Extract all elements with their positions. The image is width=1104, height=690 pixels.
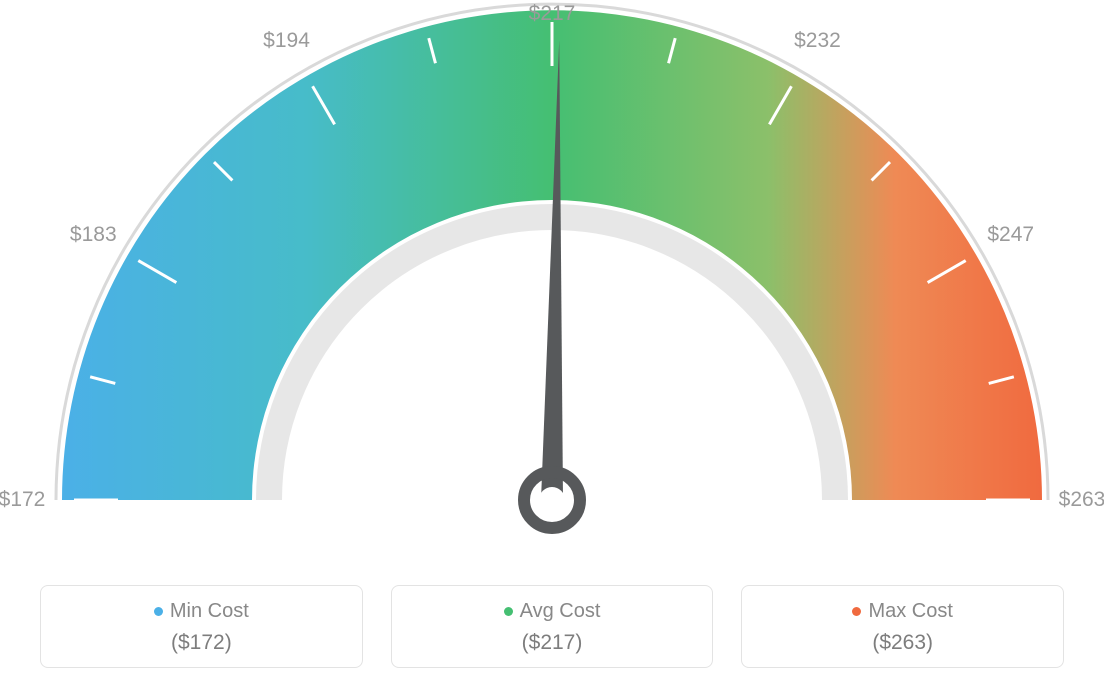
cost-gauge-container: $172 $183 $194 $217 $232 $247 $263 Min Cost ($…	[0, 0, 1104, 690]
legend-title-avg: Avg Cost	[402, 600, 703, 623]
legend-label-max: Max Cost	[868, 600, 952, 622]
legend-card-max: Max Cost ($263)	[741, 585, 1064, 668]
legend-dot-avg	[504, 607, 513, 616]
legend-dot-max	[852, 607, 861, 616]
legend-title-min: Min Cost	[51, 600, 352, 623]
legend-value-avg: ($217)	[402, 631, 703, 655]
tick-label: $172	[0, 488, 45, 512]
legend-label-min: Min Cost	[170, 600, 249, 622]
legend-card-avg: Avg Cost ($217)	[391, 585, 714, 668]
legend-title-max: Max Cost	[752, 600, 1053, 623]
gauge-chart: $172 $183 $194 $217 $232 $247 $263	[0, 0, 1104, 560]
tick-label: $232	[794, 29, 841, 53]
legend-dot-min	[154, 607, 163, 616]
legend-card-min: Min Cost ($172)	[40, 585, 363, 668]
tick-label: $247	[987, 223, 1034, 247]
legend-value-min: ($172)	[51, 631, 352, 655]
tick-label: $183	[70, 223, 117, 247]
tick-label: $194	[263, 29, 310, 53]
legend-row: Min Cost ($172) Avg Cost ($217) Max Cost…	[40, 585, 1064, 668]
legend-value-max: ($263)	[752, 631, 1053, 655]
tick-label: $263	[1059, 488, 1104, 512]
legend-label-avg: Avg Cost	[520, 600, 601, 622]
tick-label: $217	[529, 2, 576, 26]
